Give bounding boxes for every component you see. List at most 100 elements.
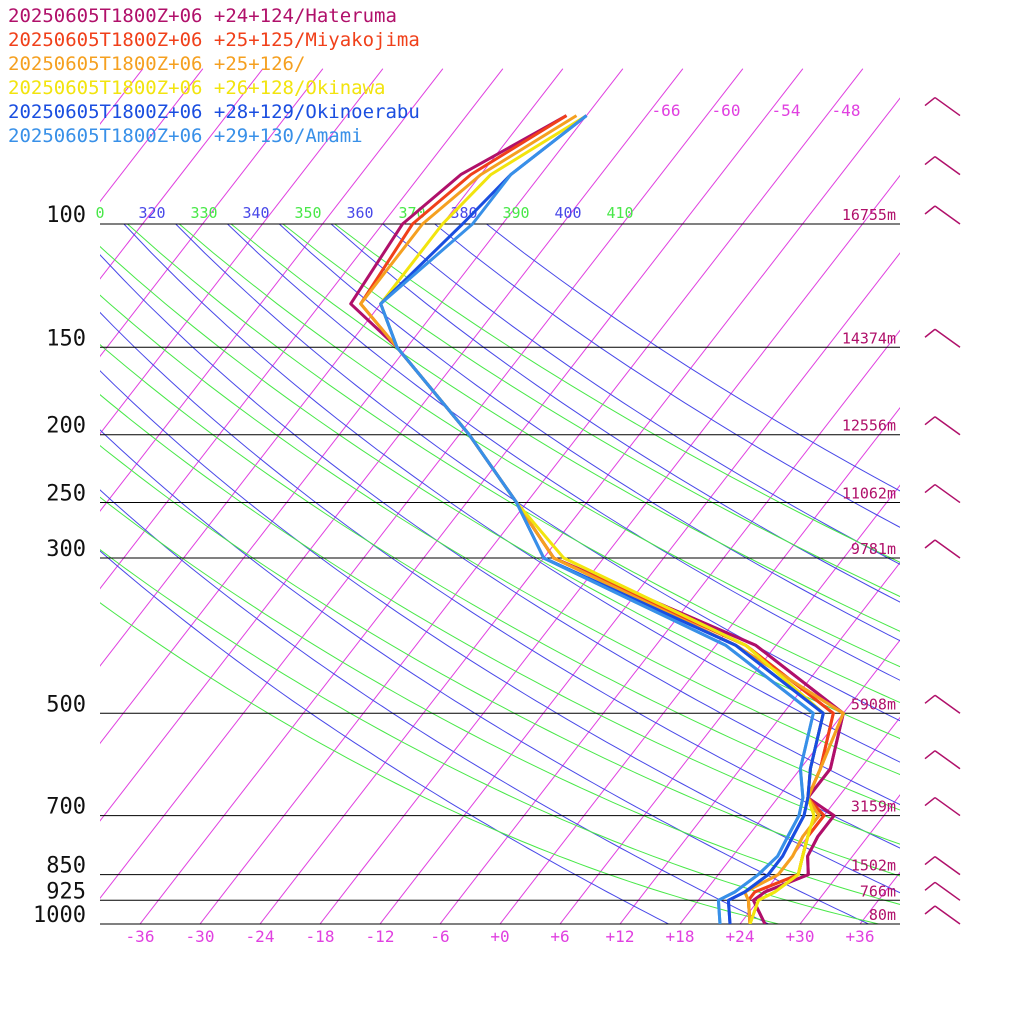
isotherm-line [559, 484, 900, 924]
upper-isotherm-label: -54 [772, 101, 801, 120]
legend-entry: 20250605T1800Z+06 +25+126/ [8, 53, 306, 75]
pressure-tick-label: 150 [46, 326, 86, 351]
wind-barb [924, 539, 961, 559]
wind-barb [924, 905, 961, 925]
wind-barb-staff [934, 855, 961, 876]
temperature-tick-label: -36 [126, 927, 155, 946]
height-label: 14374m [842, 329, 896, 347]
pressure-tick-label: 850 [46, 854, 86, 879]
isotherm-line [100, 68, 384, 435]
isotherm-line [379, 252, 900, 924]
pressure-tick-label: 500 [46, 692, 86, 717]
temperature-tick-label: -6 [430, 927, 449, 946]
dewpoint-profile [543, 556, 815, 924]
wind-barb [924, 328, 961, 348]
temperature-profile [379, 114, 825, 924]
wind-barb [924, 750, 961, 770]
dry-adiabat-line [100, 489, 769, 924]
wind-barb-staff [934, 155, 961, 176]
theta-label: 350 [294, 204, 321, 222]
isotherm-line [679, 639, 900, 924]
upper-isotherm-label: -48 [832, 101, 861, 120]
dewpoint-profile [543, 556, 825, 924]
dry-adiabat-line [330, 223, 900, 603]
height-label: 5908m [851, 695, 896, 713]
wind-barb-flag [924, 796, 936, 807]
dewpoint-profile [553, 556, 845, 924]
moist-adiabat-line [334, 223, 900, 563]
temperature-profile [349, 114, 845, 924]
height-label: 16755m [842, 206, 896, 224]
temperature-tick-label: -18 [306, 927, 335, 946]
isotherm-line [619, 561, 900, 924]
isotherm-line [199, 68, 864, 924]
wind-barb-staff [934, 328, 961, 348]
pressure-tick-label: 250 [46, 482, 86, 507]
moist-adiabat-line [230, 223, 900, 632]
wind-barb-staff [934, 881, 961, 901]
isotherm-line [100, 68, 624, 745]
theta-label: 400 [554, 204, 581, 222]
pressure-tick-label: 700 [46, 795, 86, 820]
height-label: 1502m [851, 857, 896, 875]
temperature-tick-label: -24 [246, 927, 275, 946]
isotherm-line [100, 68, 444, 512]
isotherm-line [799, 794, 900, 924]
pressure-tick-label: 1000 [33, 903, 86, 928]
pressure-tick-label: 200 [46, 414, 86, 439]
wind-barb [924, 855, 961, 876]
isotherm-line [100, 68, 504, 590]
isotherm-line [100, 68, 564, 667]
wind-barb [924, 96, 961, 117]
isotherm-line [100, 68, 744, 900]
upper-isotherm-label: -60 [712, 101, 741, 120]
wind-barb-flag [924, 483, 936, 494]
wind-barb-flag [924, 328, 936, 338]
temperature-profile [379, 114, 825, 924]
wind-barb-staff [934, 694, 961, 714]
wind-barb [924, 483, 961, 504]
wind-barb-flag [924, 539, 936, 549]
wind-barb-flag [924, 750, 936, 760]
wind-barb-flag [924, 156, 936, 166]
wind-barb-flag [924, 905, 936, 915]
temperature-tick-label: -12 [366, 927, 395, 946]
wind-barb-staff [934, 96, 961, 117]
temperature-tick-label: +0 [490, 927, 509, 946]
wind-barb [924, 416, 961, 436]
wind-barb-staff [934, 796, 961, 817]
wind-barb [924, 694, 961, 714]
isotherm-line [319, 174, 900, 924]
isotherm-line [739, 716, 900, 924]
temperature-tick-label: -30 [186, 927, 215, 946]
wind-barb-flag [924, 694, 936, 704]
temperature-tick-label: +24 [726, 927, 755, 946]
isotherm-line [100, 68, 264, 280]
isotherm-line [0, 69, 23, 924]
legend-entry: 20250605T1800Z+06 +26+128/Okinawa [8, 77, 386, 99]
isotherm-line [100, 68, 204, 203]
wind-barb-staff [934, 539, 961, 559]
pressure-tick-label: 300 [46, 537, 86, 562]
height-label: 12556m [842, 417, 896, 435]
isotherm-line [139, 68, 804, 924]
pressure-tick-label: 925 [46, 879, 86, 904]
isotherm-line [499, 407, 900, 924]
temperature-tick-label: +6 [550, 927, 569, 946]
isotherm-line [100, 68, 324, 358]
legend-entry: 20250605T1800Z+06 +25+125/Miyakojima [8, 29, 420, 51]
legend-entry: 20250605T1800Z+06 +24+124/Hateruma [8, 5, 397, 27]
upper-isotherm-label: -66 [652, 101, 681, 120]
wind-barb [924, 796, 961, 817]
theta-label: 390 [502, 204, 529, 222]
moist-adiabat-line [100, 549, 879, 924]
dry-adiabat-line [227, 223, 900, 681]
moist-adiabat-line [282, 223, 900, 598]
wind-barb-staff [934, 483, 961, 504]
dewpoint-profile [553, 556, 835, 924]
wind-barb [924, 881, 961, 901]
wind-barb-staff [934, 905, 961, 925]
wind-barb [924, 205, 961, 225]
theta-label: 330 [190, 204, 217, 222]
